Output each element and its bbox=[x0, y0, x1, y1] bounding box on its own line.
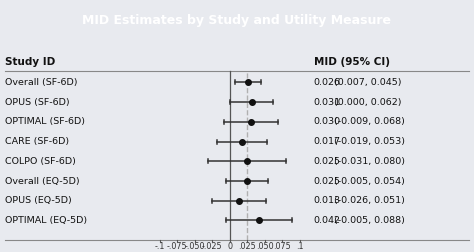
Text: 0.017: 0.017 bbox=[314, 137, 341, 146]
Text: -.075: -.075 bbox=[167, 242, 188, 251]
Text: (0.007, 0.045): (0.007, 0.045) bbox=[334, 78, 401, 87]
Text: (-0.031, 0.080): (-0.031, 0.080) bbox=[334, 157, 405, 166]
Text: .050: .050 bbox=[256, 242, 274, 251]
Text: 0: 0 bbox=[228, 242, 232, 251]
Text: 0.042: 0.042 bbox=[314, 216, 341, 225]
Text: CARE (SF-6D): CARE (SF-6D) bbox=[5, 137, 69, 146]
Text: -.025: -.025 bbox=[202, 242, 223, 251]
Text: Overall (SF-6D): Overall (SF-6D) bbox=[5, 78, 77, 87]
Text: .075: .075 bbox=[273, 242, 292, 251]
Text: COLPO (SF-6D): COLPO (SF-6D) bbox=[5, 157, 76, 166]
Text: MID (95% CI): MID (95% CI) bbox=[314, 57, 390, 67]
Text: (-0.019, 0.053): (-0.019, 0.053) bbox=[334, 137, 405, 146]
Text: OPUS (EQ-5D): OPUS (EQ-5D) bbox=[5, 196, 72, 205]
Text: OPUS (SF-6D): OPUS (SF-6D) bbox=[5, 98, 69, 107]
Text: -.1: -.1 bbox=[155, 242, 165, 251]
Text: Study ID: Study ID bbox=[5, 57, 55, 67]
Text: Overall (EQ-5D): Overall (EQ-5D) bbox=[5, 176, 79, 185]
Text: OPTIMAL (SF-6D): OPTIMAL (SF-6D) bbox=[5, 117, 85, 126]
Text: (0.000, 0.062): (0.000, 0.062) bbox=[334, 98, 401, 107]
Text: (-0.005, 0.054): (-0.005, 0.054) bbox=[334, 176, 405, 185]
Text: (-0.005, 0.088): (-0.005, 0.088) bbox=[334, 216, 405, 225]
Text: OPTIMAL (EQ-5D): OPTIMAL (EQ-5D) bbox=[5, 216, 87, 225]
Text: (-0.009, 0.068): (-0.009, 0.068) bbox=[334, 117, 405, 126]
Text: (-0.026, 0.051): (-0.026, 0.051) bbox=[334, 196, 405, 205]
Text: 0.031: 0.031 bbox=[314, 98, 341, 107]
Text: 0.030: 0.030 bbox=[314, 117, 341, 126]
Text: MID Estimates by Study and Utility Measure: MID Estimates by Study and Utility Measu… bbox=[82, 14, 392, 27]
Text: .025: .025 bbox=[238, 242, 256, 251]
Text: 0.026: 0.026 bbox=[314, 78, 341, 87]
Text: 0.013: 0.013 bbox=[314, 196, 341, 205]
Text: 0.025: 0.025 bbox=[314, 176, 341, 185]
Text: .1: .1 bbox=[296, 242, 304, 251]
Text: -.050: -.050 bbox=[184, 242, 205, 251]
Text: 0.025: 0.025 bbox=[314, 157, 341, 166]
